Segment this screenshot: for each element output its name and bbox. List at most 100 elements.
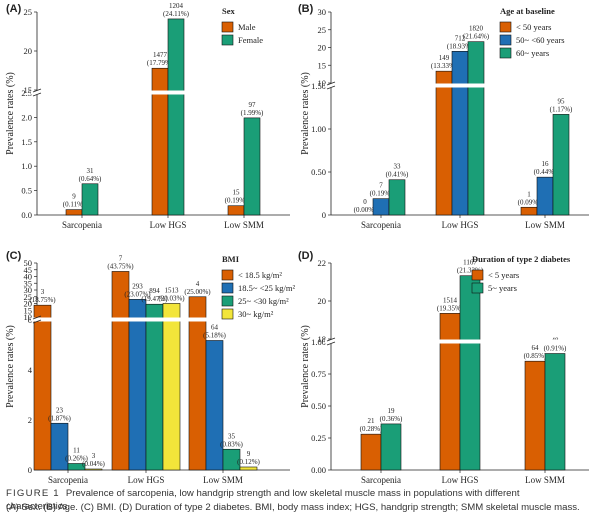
data-label-count: 0 [363, 198, 367, 206]
legend-title: Age at baseline [500, 6, 555, 16]
y-tick-label: 0 [322, 210, 326, 220]
bar-1-1 [128, 299, 147, 471]
y-tick-label: 0.50 [311, 167, 326, 177]
data-label-count: 7 [379, 182, 383, 190]
bar-2-1 [467, 41, 485, 216]
data-label-percent: (0.12%) [237, 458, 260, 466]
y-tick-label: 30 [318, 7, 327, 17]
bar-0-0 [33, 304, 52, 471]
data-label-percent: (0.83%) [220, 440, 243, 448]
chart-panel-1: (B)Prevalence rates (%)00.501.001.501015… [298, 3, 589, 230]
y-tick-label: 35 [24, 278, 33, 288]
data-label-count: 1477 [153, 51, 168, 59]
data-label-count: 16 [542, 160, 550, 168]
data-label-percent: (0.44%) [534, 168, 557, 176]
bar-1-1 [459, 275, 481, 471]
legend-swatch-1 [221, 34, 234, 46]
x-tick-label: Low SMM [525, 475, 565, 485]
y-tick-label: 1.5 [21, 137, 32, 147]
bar-0-2 [188, 296, 207, 471]
data-label-count: 894 [149, 287, 160, 295]
axis-break-mark [32, 92, 42, 97]
data-label-percent: (0.00%) [354, 206, 377, 214]
legend-label-1: Female [238, 35, 263, 45]
data-label-percent: (0.28%) [360, 425, 383, 433]
bar-1-2 [536, 176, 554, 216]
data-label-percent: (0.19%) [225, 197, 248, 205]
y-axis-label: Prevalence rates (%) [5, 72, 16, 155]
y-tick-label: 15 [318, 60, 327, 70]
y-tick-label: 2.0 [21, 112, 32, 122]
bar-1-0 [372, 198, 390, 216]
data-label-percent: (19.35%) [437, 304, 464, 312]
data-label-percent: (0.26%) [65, 455, 88, 463]
y-tick-label: 0.25 [311, 433, 326, 443]
y-tick-label: 0.50 [311, 401, 326, 411]
legend: Duration of type 2 diabetes < 5 years 5~ y… [471, 254, 571, 294]
data-label-percent: (19.47%) [141, 295, 168, 303]
bar-0-2 [524, 360, 546, 471]
data-label-count: 64 [532, 344, 540, 352]
axis-break-gap [325, 339, 589, 344]
data-label-percent: (0.04%) [82, 460, 105, 468]
x-tick-label: Sarcopenia [361, 475, 401, 485]
figure-caption-line-1: FIGURE 1 Prevalence of sarcopenia, low ha… [6, 487, 586, 513]
data-label-count: 9 [247, 450, 251, 458]
x-tick-label: Low HGS [150, 220, 187, 230]
y-tick-label: 50 [24, 258, 33, 268]
data-label-percent: (0.91%) [544, 345, 567, 353]
y-tick-label: 1.00 [311, 124, 326, 134]
data-label-percent: (1.17%) [550, 105, 573, 113]
data-label-count: 95 [558, 97, 566, 105]
x-tick-label: Low HGS [442, 475, 479, 485]
legend: BMI < 18.5 kg/m² 18.5~ <25 kg/m² 25~ <30 kg… [221, 254, 295, 320]
chart-panel-0: (A) Prevalence rates (%) 0.0 0.5 1.0 1.5 2.0 2.… [5, 2, 290, 230]
axis-break-mark [326, 341, 336, 346]
y-tick-label: 20 [318, 43, 327, 53]
bar-0-2 [520, 206, 538, 216]
bar-0-0 [360, 433, 382, 471]
legend-title: Duration of type 2 diabetes [472, 254, 571, 264]
data-label-percent: (5.18%) [203, 332, 226, 340]
bar-1-0 [380, 423, 402, 471]
data-label-count: 293 [132, 282, 143, 290]
legend-swatch-2 [499, 47, 512, 59]
panel-label: (C) [6, 250, 22, 262]
bar-0-2 [227, 205, 245, 216]
panel-label: (D) [298, 250, 314, 262]
bar-2-1 [145, 303, 164, 471]
x-tick-label: Sarcopenia [62, 220, 102, 230]
legend-swatch-1 [221, 282, 234, 294]
data-label-percent: (13.33%) [431, 62, 458, 70]
data-label-count: 15 [233, 189, 241, 197]
y-axis-label: Prevalence rates (%) [300, 325, 311, 408]
legend-title: Sex [222, 6, 236, 16]
data-label-count: 97 [249, 101, 257, 109]
x-tick-label: Sarcopenia [48, 475, 88, 485]
legend-label-1: 50~ <60 years [516, 35, 565, 45]
y-axis-label: Prevalence rates (%) [5, 325, 16, 408]
data-label-count: 11 [73, 447, 80, 455]
y-tick-label: 10 [318, 78, 327, 88]
data-label-percent: (0.11%) [63, 201, 86, 209]
bar-1-0 [50, 422, 69, 471]
bar-0-0 [65, 209, 83, 216]
chart-panel-3: (D) Prevalence rates (%) 0.00 0.25 0.50 0.75 1… [298, 250, 589, 485]
bar-3-1 [162, 303, 181, 471]
y-tick-label: 45 [24, 265, 33, 275]
y-tick-label: 20 [24, 46, 33, 56]
panel-label: (A) [6, 3, 22, 15]
y-tick-label: 0 [28, 465, 32, 475]
figure-label: FIGURE 1 [6, 488, 60, 499]
data-label-count: 3 [92, 452, 96, 460]
bar-1-2 [544, 353, 566, 471]
x-tick-label: Low HGS [442, 220, 479, 230]
legend-label-0: < 5 years [488, 270, 519, 280]
bar-3-0 [84, 468, 103, 471]
data-label-percent: (0.19%) [370, 190, 393, 198]
y-tick-label: 10 [24, 312, 33, 322]
data-label-percent: (23.07%) [124, 290, 151, 298]
data-label-count: 3 [41, 288, 45, 296]
